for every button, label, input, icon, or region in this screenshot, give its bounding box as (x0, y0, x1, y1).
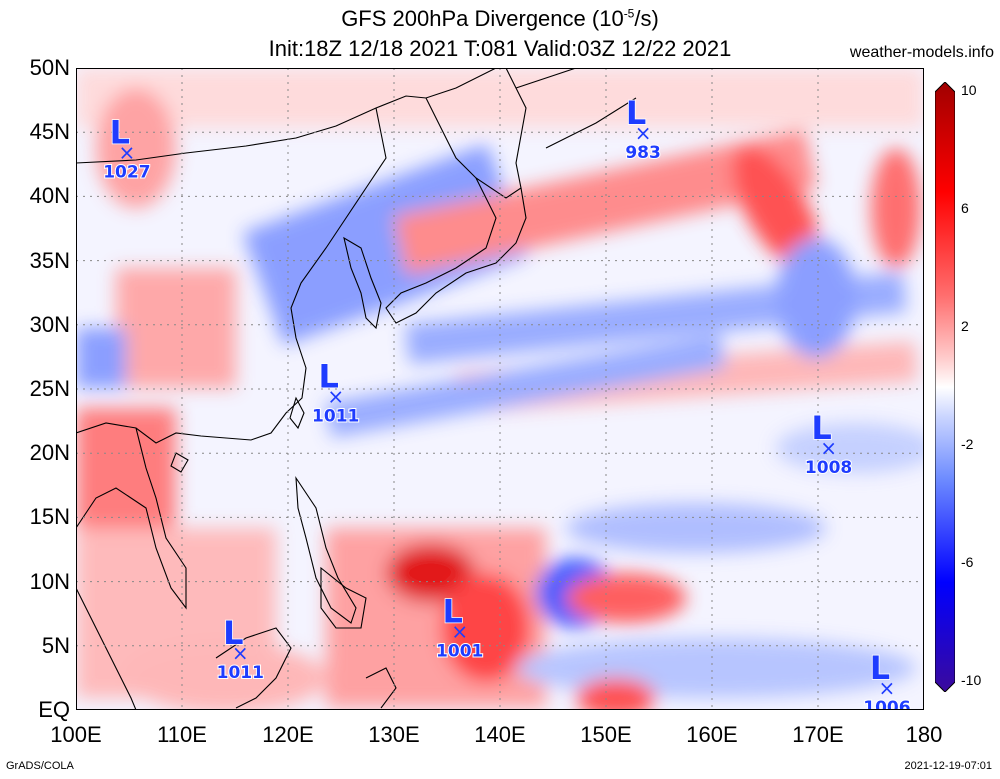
colorbar-label: -2 (961, 436, 974, 452)
low-center-cross: × (451, 619, 468, 643)
lat-label: 5N (41, 632, 70, 658)
low-marker: L×1008 (804, 408, 853, 479)
lat-label: EQ (38, 697, 70, 722)
lon-label: 170E (792, 722, 844, 747)
low-marker: L×1001 (435, 592, 484, 663)
low-center-cross: × (232, 641, 249, 665)
low-letter: L (811, 409, 831, 447)
site-label: weather-models.info (849, 44, 994, 61)
footer-left: GrADS/COLA (6, 760, 74, 772)
lon-label: 160E (686, 722, 738, 747)
low-center-cross: × (118, 140, 135, 164)
lon-label: 180 (905, 722, 943, 747)
lat-label: 40N (29, 183, 70, 209)
lon-label: 140E (474, 722, 526, 747)
colorbar-label: -10 (961, 672, 982, 688)
colorbar-label: 10 (961, 82, 977, 98)
low-center-cross: × (327, 384, 344, 408)
low-pressure-value: 1011 (217, 663, 264, 683)
lat-label: 30N (29, 311, 70, 337)
lon-label: 130E (368, 722, 420, 747)
colorbar-label: -6 (961, 554, 974, 570)
colorbar-label: 6 (961, 200, 969, 216)
low-center-cross: × (820, 436, 837, 460)
low-letter: L (110, 113, 130, 151)
gridlines (76, 68, 924, 710)
low-pressure-value: 983 (625, 143, 661, 163)
lat-label: 35N (29, 247, 70, 273)
low-marker: L×1027 (102, 113, 151, 184)
low-pressure-value: 1001 (436, 641, 483, 661)
low-letter: L (626, 94, 646, 132)
lat-label: 25N (29, 376, 70, 401)
low-letter: L (870, 649, 890, 687)
low-pressure-value: 1011 (312, 406, 359, 426)
low-letter: L (223, 614, 243, 652)
low-marker: L×983 (624, 93, 662, 164)
low-letter: L (319, 357, 339, 395)
colorbar-label: 2 (961, 318, 969, 334)
low-pressure-value: 1027 (103, 162, 150, 182)
chart-title: GFS 200hPa Divergence (10-5/s) (341, 6, 659, 31)
lat-label: 20N (29, 440, 70, 466)
lat-label: 15N (29, 504, 70, 530)
divergence-field (76, 68, 924, 710)
colorbar (935, 82, 955, 692)
footer-right: 2021-12-19-07:01 (904, 760, 992, 772)
lat-label: 10N (29, 568, 70, 594)
lon-label: 120E (262, 722, 314, 747)
coastlines (76, 68, 637, 710)
low-pressure-value: 1006 (863, 698, 910, 710)
lon-label: 110E (157, 722, 207, 747)
low-center-cross: × (879, 676, 896, 700)
low-letter: L (443, 592, 463, 630)
low-pressure-value: 1008 (805, 458, 852, 478)
low-center-cross: × (635, 121, 652, 145)
low-marker: L×1006 (862, 648, 911, 710)
lat-label: 45N (29, 119, 70, 145)
lat-label: 50N (29, 55, 70, 80)
low-marker: L×1011 (216, 613, 265, 684)
lon-label: 100E (50, 722, 102, 747)
chart-subtitle: Init:18Z 12/18 2021 T:081 Valid:03Z 12/2… (268, 36, 732, 61)
lon-label: 150E (580, 722, 632, 747)
low-marker: L×1011 (311, 357, 360, 428)
